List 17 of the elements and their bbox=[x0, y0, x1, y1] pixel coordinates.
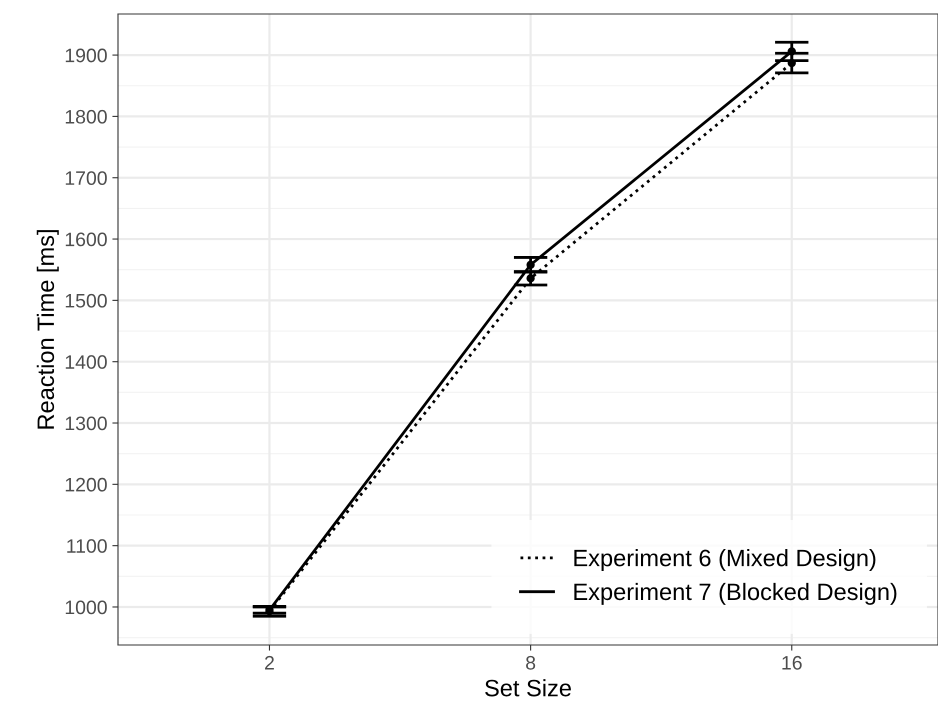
y-tick-label: 1500 bbox=[66, 294, 107, 308]
x-axis-title: Set Size bbox=[485, 679, 571, 696]
y-tick-label: 1800 bbox=[66, 110, 107, 124]
legend-label: Experiment 7 (Blocked Design) bbox=[574, 582, 896, 605]
x-tick-label: 8 bbox=[526, 656, 536, 670]
legend-label: Experiment 6 (Mixed Design) bbox=[574, 549, 876, 572]
y-tick-label: 1000 bbox=[66, 600, 107, 614]
x-tick-label: 16 bbox=[782, 656, 802, 670]
y-tick-label: 1300 bbox=[66, 416, 107, 430]
y-axis-title: Reaction Time [ms] bbox=[36, 230, 59, 429]
y-tick-label: 1400 bbox=[66, 355, 107, 369]
x-tick-label: 2 bbox=[265, 656, 274, 670]
y-tick-label: 1600 bbox=[66, 232, 107, 246]
y-tick-label: 1200 bbox=[66, 478, 107, 492]
y-tick-label: 1700 bbox=[66, 171, 107, 185]
y-tick-label: 1100 bbox=[67, 539, 107, 553]
y-tick-label: 1900 bbox=[66, 48, 107, 62]
